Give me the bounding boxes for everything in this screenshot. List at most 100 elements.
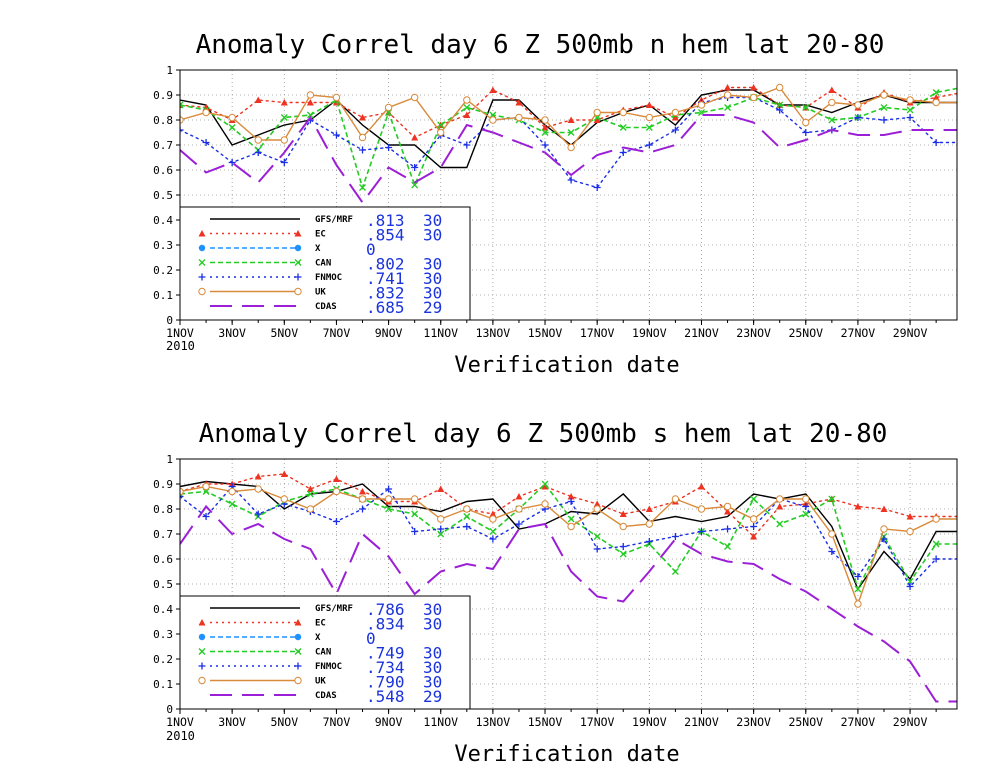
data-point bbox=[906, 106, 914, 114]
x-axis-label: Verification date bbox=[454, 742, 679, 767]
data-point bbox=[294, 633, 302, 641]
series-fnmoc bbox=[180, 483, 966, 590]
data-point bbox=[645, 113, 654, 122]
chart-panel-s-hem: Anomaly Correl day 6 Z 500mb s hem lat 2… bbox=[153, 419, 966, 767]
data-point bbox=[645, 538, 653, 545]
data-point bbox=[306, 490, 314, 498]
data-point bbox=[280, 159, 288, 166]
data-point bbox=[359, 488, 367, 495]
data-point bbox=[489, 116, 497, 124]
data-point bbox=[515, 520, 523, 528]
series-uk bbox=[180, 482, 957, 608]
series-line bbox=[180, 89, 957, 169]
data-point bbox=[359, 146, 367, 154]
legend-stat-value: .734 bbox=[366, 658, 405, 677]
data-point bbox=[776, 106, 784, 114]
data-point bbox=[828, 495, 836, 503]
data-point bbox=[411, 528, 419, 535]
data-point bbox=[645, 124, 653, 131]
data-point bbox=[385, 485, 393, 493]
data-point bbox=[515, 113, 523, 122]
data-point bbox=[593, 505, 601, 513]
x-tick-label: 3NOV bbox=[218, 326, 246, 340]
legend-entry: CAN .802 30 bbox=[198, 255, 442, 274]
data-point bbox=[619, 522, 627, 531]
data-point bbox=[959, 85, 965, 91]
legend-stat-value: .832 bbox=[366, 284, 405, 303]
legend-stat-value: .548 bbox=[366, 687, 405, 706]
data-point bbox=[463, 141, 471, 149]
data-point bbox=[437, 128, 445, 137]
y-axis-ticks: 0 0.1 0.2 0.3 0.4 0.5 0.6 0.7 0.8 0.9 1 bbox=[153, 64, 180, 327]
legend-entry: GFS/MRF .786 30 bbox=[210, 600, 442, 619]
data-point bbox=[489, 510, 497, 517]
y-tick-label: 0.2 bbox=[153, 653, 173, 666]
data-point bbox=[854, 114, 862, 121]
data-point bbox=[437, 525, 445, 533]
data-point bbox=[306, 505, 315, 513]
data-point bbox=[228, 124, 236, 131]
data-point bbox=[828, 86, 836, 93]
data-point bbox=[463, 513, 471, 520]
data-point bbox=[228, 159, 236, 166]
data-point bbox=[294, 230, 302, 237]
series-gfs-mrf bbox=[180, 89, 957, 169]
data-point bbox=[776, 503, 784, 510]
data-point bbox=[463, 104, 471, 111]
data-point bbox=[749, 93, 758, 102]
legend-stat-value: .790 bbox=[366, 673, 405, 692]
x-tick-label: 9NOV bbox=[375, 326, 403, 340]
y-tick-label: 1 bbox=[166, 64, 173, 77]
data-point bbox=[697, 483, 705, 490]
x-tick-label: 11NOV bbox=[423, 326, 458, 340]
y-tick-label: 0.2 bbox=[153, 264, 173, 277]
data-point bbox=[541, 141, 549, 149]
data-point bbox=[906, 583, 914, 590]
x-tick-label: 7NOV bbox=[323, 326, 351, 340]
x-axis-ticks: 1NOV 3NOV 5NOV 7NOV 9NOV 11NOV 13NOV 15NOV 17NOV… bbox=[166, 320, 937, 340]
data-point bbox=[959, 556, 966, 563]
x-tick-label: 19NOV bbox=[632, 715, 667, 729]
data-point bbox=[645, 141, 653, 149]
data-point bbox=[198, 273, 206, 281]
data-point bbox=[880, 535, 888, 543]
data-point bbox=[619, 149, 627, 156]
x-tick-label: 29NOV bbox=[893, 715, 928, 729]
x-tick-label: 19NOV bbox=[632, 326, 667, 340]
data-point bbox=[489, 528, 497, 535]
data-point bbox=[541, 483, 549, 490]
data-point bbox=[515, 505, 523, 513]
y-tick-label: 0.9 bbox=[153, 89, 173, 102]
data-point bbox=[697, 101, 706, 109]
data-point bbox=[385, 144, 393, 151]
data-point bbox=[906, 114, 914, 121]
y-tick-label: 0.3 bbox=[153, 628, 173, 641]
data-point bbox=[332, 487, 341, 496]
legend-entry: UK .832 30 bbox=[198, 284, 442, 303]
legend-series-name: EC bbox=[315, 230, 326, 240]
x-tick-label: 27NOV bbox=[841, 715, 876, 729]
data-point bbox=[294, 273, 302, 281]
data-point bbox=[198, 287, 206, 296]
data-point bbox=[541, 116, 549, 124]
data-point bbox=[254, 485, 262, 493]
data-point bbox=[854, 503, 862, 510]
data-point bbox=[619, 124, 627, 131]
legend-entry: CAN .749 30 bbox=[198, 644, 442, 663]
data-point bbox=[724, 104, 732, 111]
data-point bbox=[254, 149, 262, 156]
legend-stat-count: 29 bbox=[423, 687, 442, 706]
data-point bbox=[463, 505, 471, 513]
x-tick-label: 15NOV bbox=[528, 326, 563, 340]
data-point bbox=[180, 493, 184, 500]
y-tick-label: 0 bbox=[166, 314, 173, 327]
y-tick-label: 0.6 bbox=[153, 553, 173, 566]
data-point bbox=[180, 101, 184, 109]
data-point bbox=[411, 510, 419, 518]
x-axis-label: Verification date bbox=[454, 353, 679, 378]
data-point bbox=[332, 475, 340, 482]
x-tick-label: 23NOV bbox=[736, 326, 771, 340]
data-point bbox=[671, 495, 680, 503]
legend-stat-count: 29 bbox=[423, 298, 442, 317]
